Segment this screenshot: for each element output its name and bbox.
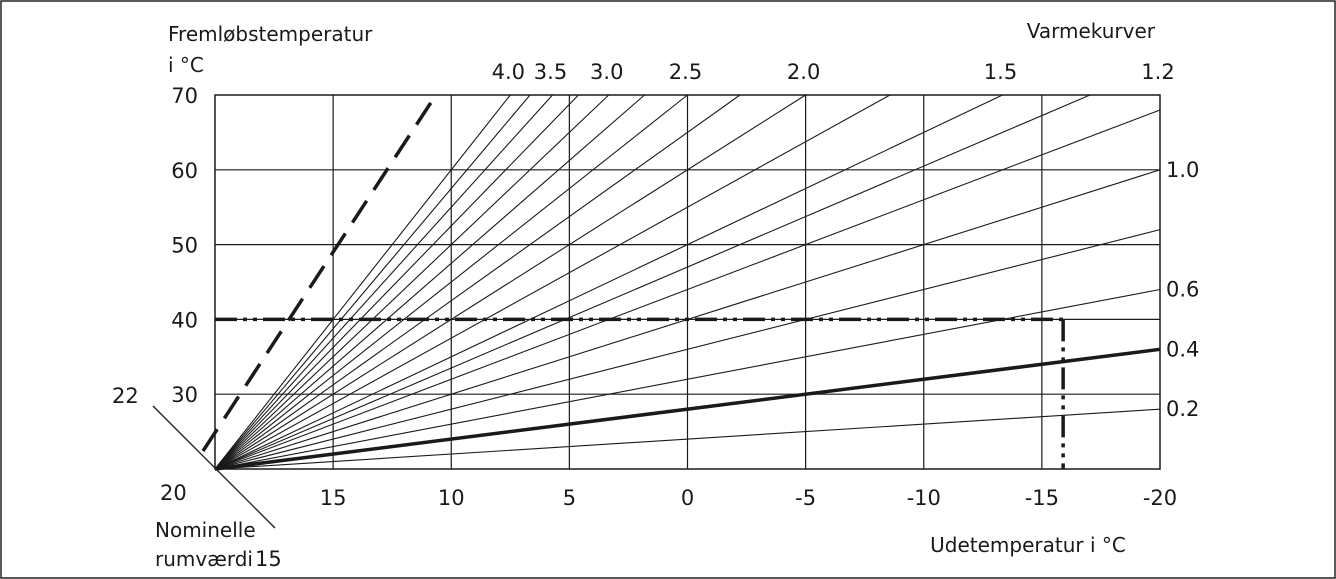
- curves-legend-title: Varmekurver: [1027, 19, 1156, 43]
- room-value-axis: [152, 405, 276, 529]
- heating-curves: [201, 94, 1161, 471]
- heating-curve-4.0: [214, 94, 511, 470]
- heating-curve-minor-9: [214, 94, 891, 470]
- room-value-tick: 20: [160, 481, 187, 505]
- y-tick-label: 30: [171, 383, 198, 407]
- curve-label-0.2: 0.2: [1166, 397, 1199, 421]
- reference-lines: [215, 317, 1065, 469]
- curve-label-3.0: 3.0: [590, 60, 623, 84]
- room-value-tick: 22: [112, 384, 139, 408]
- heating-curve-minor-7: [214, 94, 741, 470]
- curve-label-1.0: 1.0: [1166, 158, 1199, 182]
- x-tick-label: -20: [1143, 486, 1177, 510]
- grid: [214, 94, 1161, 470]
- room-value-tick: 15: [255, 547, 282, 571]
- x-tick-label: -15: [1025, 486, 1059, 510]
- y-tick-label: 40: [171, 308, 198, 332]
- heating-curve-0.4: [214, 347, 1161, 471]
- heating-curve-3.5: [214, 94, 553, 470]
- x-tick-label: -5: [795, 486, 816, 510]
- heating-curve-2.5: [214, 94, 688, 470]
- heating-curve-minor-11: [214, 94, 1091, 470]
- x-axis-label: Udetemperatur i °C: [930, 533, 1126, 557]
- heating-curve-1.5: [214, 94, 1003, 470]
- heating-curve-0.2: [214, 408, 1161, 470]
- y-tick-label: 60: [171, 159, 198, 183]
- x-tick-label: -10: [907, 486, 941, 510]
- curve-label-2.5: 2.5: [669, 60, 702, 84]
- x-tick-label: 0: [681, 486, 694, 510]
- room-value-label-line2: rumværdi: [155, 547, 253, 571]
- heating-curve-minor-3: [214, 94, 579, 470]
- x-tick-label: 5: [563, 486, 576, 510]
- curve-label-1.2: 1.2: [1141, 60, 1174, 84]
- y-tick-label: 50: [171, 234, 198, 258]
- dashed-curve: [201, 94, 438, 452]
- curve-label-2.0: 2.0: [787, 60, 820, 84]
- y-axis-label-line2: i °C: [168, 53, 204, 77]
- y-tick-label: 70: [171, 84, 198, 108]
- heating-curve-minor-5: [214, 94, 645, 470]
- heating-curve-minor-1: [214, 94, 531, 470]
- curve-label-3.5: 3.5: [534, 60, 567, 84]
- curve-label-4.0: 4.0: [492, 60, 525, 84]
- x-tick-label: 10: [438, 486, 465, 510]
- room-value-label-line1: Nominelle: [155, 518, 256, 542]
- axis-ticks: 4.0 3.5 3.0 2.5 2.0 1.5 1.21.00.60.40.23040506…: [112, 60, 1199, 571]
- curve-label-0.6: 0.6: [1166, 277, 1199, 301]
- heating-curve-2.0: [214, 94, 806, 470]
- curve-label-0.4: 0.4: [1166, 337, 1199, 361]
- x-tick-label: 15: [320, 486, 347, 510]
- y-axis-label-line1: Fremløbstemperatur: [168, 22, 373, 46]
- heating-curve-1.2: [214, 109, 1161, 470]
- curve-label-1.5: 1.5: [984, 60, 1017, 84]
- heating-curve-minor-14: [214, 229, 1161, 470]
- heating-curve-3.0: [214, 94, 610, 470]
